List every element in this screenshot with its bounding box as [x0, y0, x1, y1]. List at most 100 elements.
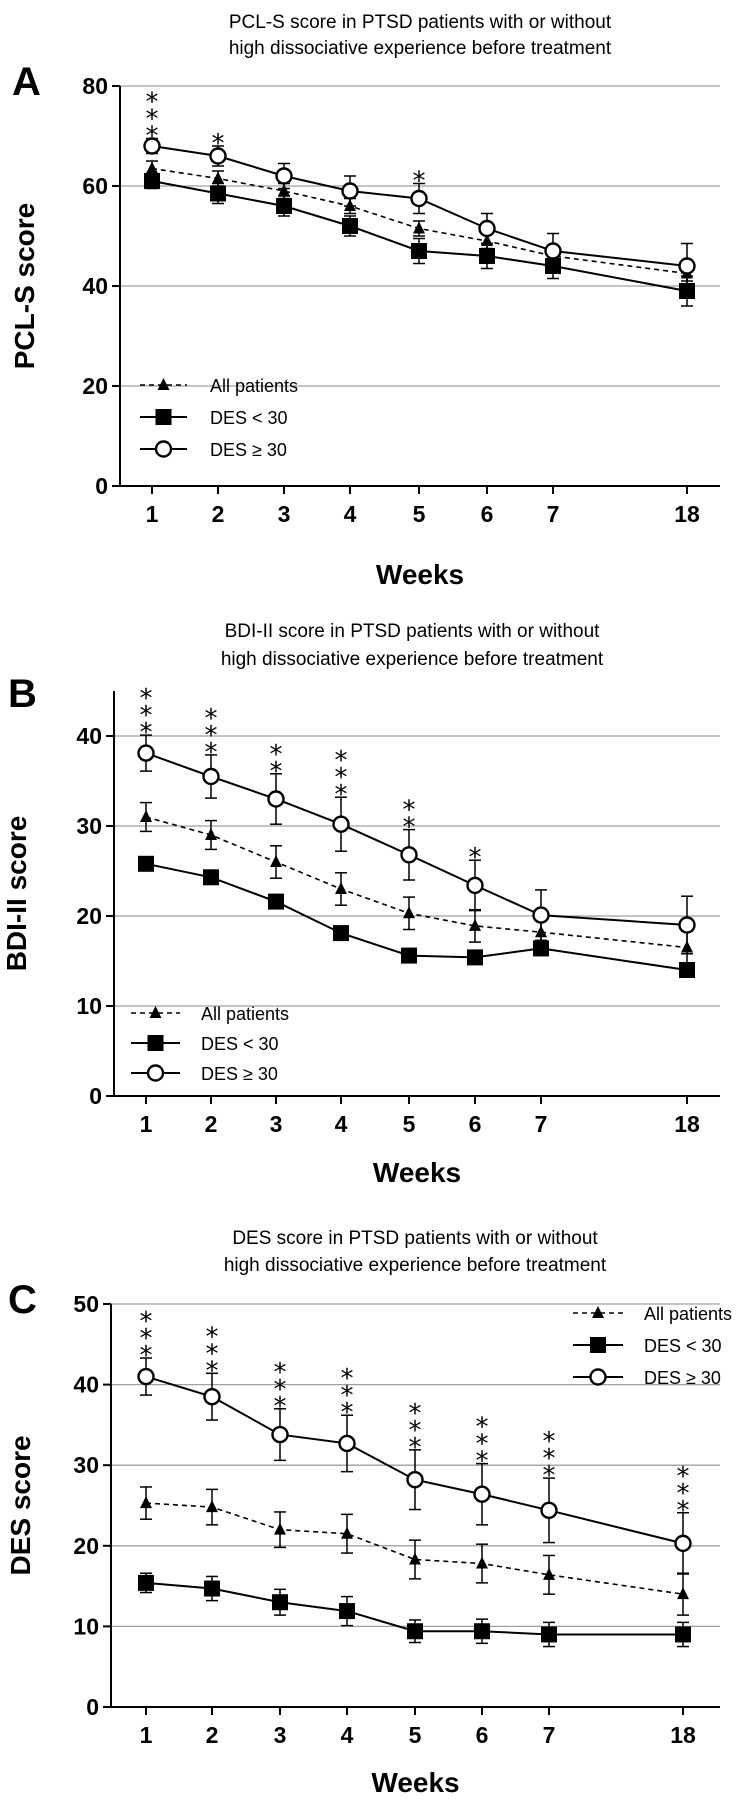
significance-annotation: *: [212, 129, 225, 159]
data-point: [401, 947, 417, 964]
legend-label: All patients: [644, 1304, 732, 1324]
legend-label: DES ≥ 30: [644, 1368, 721, 1388]
significance-annotation: ***: [140, 684, 153, 748]
legend-marker: [157, 378, 170, 390]
y-tick-label: 30: [73, 1452, 99, 1478]
asterisk: *: [140, 1324, 153, 1354]
significance-annotation: ***: [677, 1462, 690, 1526]
x-tick-label: 2: [212, 501, 225, 527]
data-point: [467, 949, 483, 966]
x-tick-label: 6: [481, 501, 494, 527]
x-tick-label: 4: [341, 1722, 354, 1748]
series-line: [145, 816, 688, 949]
data-point: [204, 1580, 220, 1597]
y-tick-label: 40: [82, 273, 108, 299]
data-point: [202, 767, 220, 786]
y-tick-label: 20: [82, 373, 108, 399]
asterisk: *: [409, 1433, 422, 1463]
data-point: [276, 198, 292, 214]
asterisk: *: [341, 1364, 354, 1394]
asterisk: *: [409, 1416, 422, 1446]
asterisk: *: [274, 1358, 287, 1388]
data-point: [342, 218, 358, 234]
significance-annotation: **: [403, 796, 416, 843]
significance-annotation: ***: [205, 704, 218, 768]
legend-marker: [149, 1006, 162, 1018]
asterisk: *: [403, 813, 416, 843]
data-point: [140, 1496, 152, 1509]
data-point: [206, 1500, 218, 1513]
asterisk: *: [403, 796, 416, 826]
y-tick-label: 20: [76, 903, 102, 929]
series-des-30: [137, 734, 696, 955]
x-tick-label: 7: [547, 501, 560, 527]
x-tick-label: 6: [469, 1111, 482, 1137]
asterisk: *: [205, 704, 218, 734]
data-point: [469, 918, 481, 931]
asterisk: *: [140, 684, 153, 714]
asterisk: *: [205, 738, 218, 768]
data-point: [138, 855, 154, 872]
asterisk: *: [146, 105, 159, 135]
asterisk: *: [140, 1341, 153, 1371]
asterisk: *: [274, 1375, 287, 1405]
chart-title-line-2: high dissociative experience before trea…: [229, 38, 612, 59]
legend-marker: [147, 1035, 164, 1051]
legend-label: DES < 30: [210, 408, 288, 428]
x-axis-label: Weeks: [373, 1157, 461, 1188]
legend-label: DES ≥ 30: [201, 1064, 278, 1084]
data-point: [407, 1623, 423, 1640]
asterisk: *: [543, 1444, 556, 1474]
chart-title-line-1: BDI-II score in PTSD patients with or wi…: [225, 621, 601, 642]
data-point: [675, 1626, 691, 1643]
data-point: [413, 221, 425, 234]
y-tick-label: 10: [73, 1613, 99, 1639]
data-point: [333, 925, 349, 942]
asterisk: *: [543, 1461, 556, 1491]
x-tick-label: 3: [274, 1722, 287, 1748]
data-point: [479, 248, 495, 264]
legend-label: DES < 30: [201, 1034, 279, 1054]
x-tick-label: 3: [270, 1111, 283, 1137]
x-tick-label: 18: [670, 1722, 696, 1748]
legend-label: All patients: [201, 1004, 289, 1024]
legend-marker: [155, 409, 172, 425]
x-tick-label: 2: [206, 1722, 219, 1748]
y-tick-label: 0: [86, 1694, 99, 1720]
x-tick-label: 1: [140, 1722, 153, 1748]
data-point: [339, 1603, 355, 1620]
series-des-30: [138, 1572, 691, 1648]
data-point: [137, 744, 155, 762]
data-point: [271, 1425, 289, 1444]
asterisk: *: [341, 1398, 354, 1428]
x-tick-label: 7: [543, 1722, 556, 1748]
x-tick-label: 7: [535, 1111, 548, 1137]
data-point: [270, 855, 282, 867]
data-point: [143, 137, 161, 155]
asterisk: *: [543, 1427, 556, 1457]
y-tick-label: 40: [73, 1372, 99, 1398]
legend-marker: [590, 1337, 606, 1353]
x-axis-label: Weeks: [371, 1767, 459, 1798]
y-tick-label: 40: [76, 723, 102, 749]
asterisk: *: [206, 1356, 219, 1386]
x-tick-label: 1: [140, 1111, 153, 1137]
legend-marker: [154, 440, 173, 458]
asterisk: *: [677, 1462, 690, 1492]
panel-c: C DES score in PTSD patients with or with…: [5, 1228, 732, 1798]
x-tick-label: 1: [146, 501, 159, 527]
asterisk: *: [146, 122, 159, 152]
series-des-30: [138, 855, 695, 978]
significance-annotation: ***: [335, 746, 348, 810]
series-line: [145, 752, 688, 926]
legend: All patients DES < 30 DES ≥ 30: [131, 1004, 289, 1084]
y-axis-label: DES score: [5, 1435, 36, 1575]
significance-annotation: *: [469, 843, 482, 873]
data-point: [205, 828, 217, 840]
x-tick-label: 5: [403, 1111, 416, 1137]
y-tick-label: 20: [73, 1533, 99, 1559]
legend-marker: [589, 1368, 607, 1386]
x-tick-label: 6: [476, 1722, 489, 1748]
chart-title-line-1: PCL-S score in PTSD patients with or wit…: [229, 12, 612, 33]
